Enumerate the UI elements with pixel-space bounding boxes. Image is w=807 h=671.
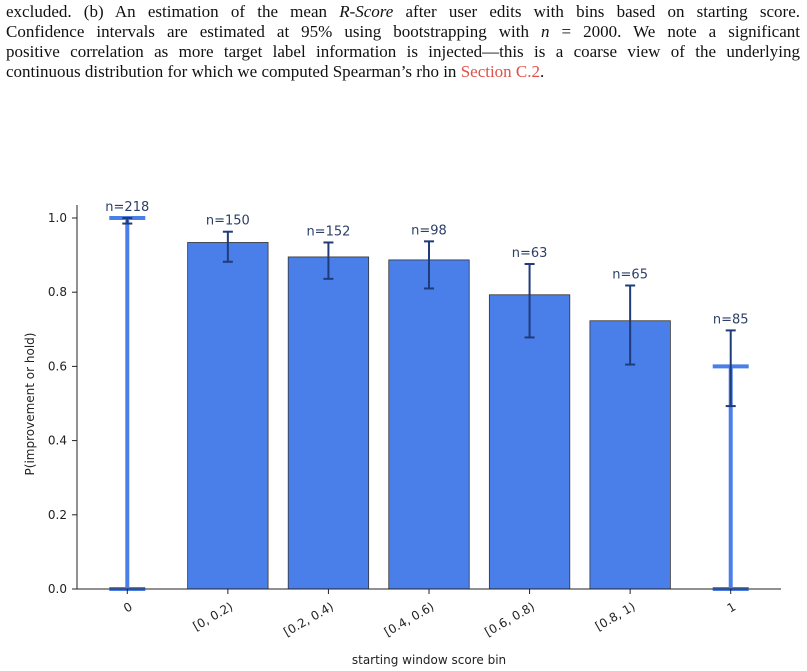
y-tick-label: 0.0 bbox=[48, 582, 67, 596]
y-tick-label: 0.2 bbox=[48, 508, 67, 522]
link[interactable]: Section C.2 bbox=[460, 62, 541, 81]
y-tick-label: 0.8 bbox=[48, 285, 67, 299]
data-label: n=63 bbox=[512, 246, 548, 261]
x-tick-label: [0.4, 0.6) bbox=[382, 599, 437, 639]
y-tick-label: 1.0 bbox=[48, 211, 67, 225]
data-label: n=218 bbox=[105, 200, 149, 215]
caption-line: positive correlation as more target labe… bbox=[6, 42, 800, 62]
y-tick-label: 0.4 bbox=[48, 434, 67, 448]
data-label: n=98 bbox=[411, 223, 447, 238]
text: R-Score bbox=[339, 2, 394, 21]
y-tick-label: 0.6 bbox=[48, 359, 67, 373]
bar bbox=[287, 256, 370, 590]
bar bbox=[728, 366, 733, 589]
data-label: n=152 bbox=[306, 224, 350, 239]
text: after user edits with bins based on star… bbox=[393, 2, 801, 21]
bar bbox=[125, 217, 130, 589]
caption-line: continuous distribution for which we com… bbox=[6, 62, 800, 82]
text: . bbox=[540, 62, 545, 81]
data-label: n=65 bbox=[612, 268, 648, 283]
x-tick-label: [0, 0.2) bbox=[190, 599, 235, 633]
x-tick-label: [0.2, 0.4) bbox=[281, 599, 336, 639]
caption-line: Confidence intervals are estimated at 95… bbox=[6, 22, 800, 42]
x-tick-label: [0.8, 1) bbox=[593, 599, 638, 633]
x-axis-label: starting window score bin bbox=[352, 653, 506, 667]
y-axis-label: P(improvement or hold) bbox=[23, 333, 37, 476]
data-label: n=85 bbox=[713, 312, 749, 327]
text: n bbox=[541, 22, 550, 41]
bar bbox=[388, 259, 470, 590]
bar bbox=[488, 294, 571, 590]
x-tick-label: [0.6, 0.8) bbox=[482, 599, 537, 639]
text: positive correlation as more target labe… bbox=[6, 42, 800, 61]
text: continuous distribution for which we com… bbox=[6, 62, 461, 81]
text: excluded. (b) An estimation of the mean bbox=[6, 2, 340, 21]
caption-line: excluded. (b) An estimation of the mean … bbox=[6, 2, 800, 22]
data-label: n=150 bbox=[206, 214, 250, 229]
text: = 2000. We note a significant bbox=[549, 22, 800, 41]
x-tick-label: 1 bbox=[725, 599, 739, 615]
bar bbox=[187, 242, 269, 590]
text: Confidence intervals are estimated at 95… bbox=[6, 22, 542, 41]
x-tick-label: 0 bbox=[121, 599, 135, 615]
